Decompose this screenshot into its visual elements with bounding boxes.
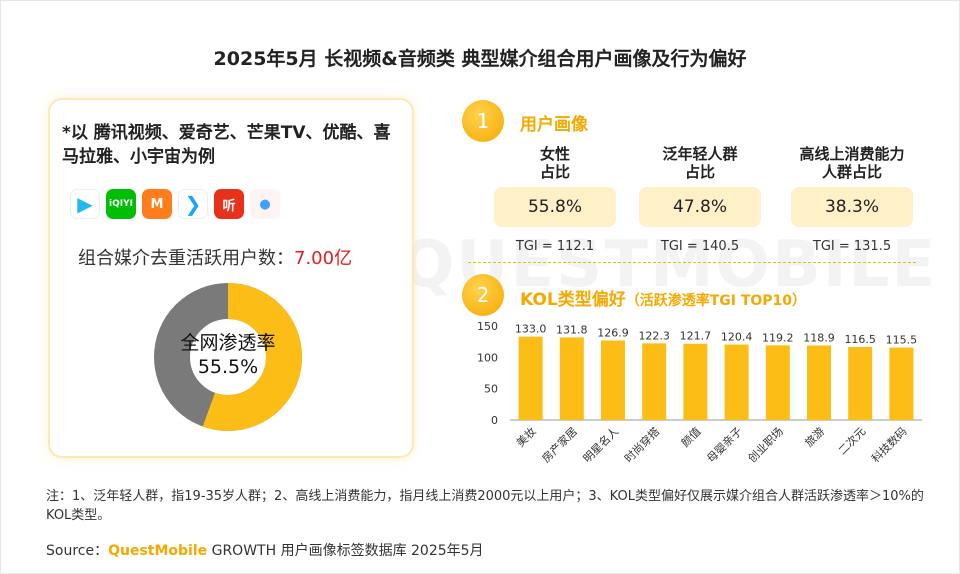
- stat-label: 女性 占比: [539, 145, 570, 181]
- x-tick-label: 美妆: [514, 425, 539, 450]
- active-users-label-text: 组合媒介去重活跃用户数：: [78, 248, 294, 269]
- bar: [724, 344, 749, 420]
- bar-value-label: 122.3: [638, 329, 670, 342]
- bar-value-label: 118.9: [803, 331, 835, 344]
- youku-icon: ❯: [178, 189, 208, 219]
- penetration-value: 55.5%: [197, 356, 259, 378]
- bar: [683, 343, 708, 420]
- x-tick-label: 科技数码: [869, 424, 910, 465]
- bar: [765, 345, 790, 420]
- stat-value: 55.8%: [494, 187, 616, 227]
- bar: [518, 336, 543, 420]
- bar-value-label: 119.2: [762, 331, 794, 344]
- y-tick-label: 150: [477, 320, 498, 333]
- intro-text: *以 腾讯视频、爱奇艺、芒果TV、优酷、喜马拉雅、小宇宙为例: [62, 123, 391, 167]
- bar: [601, 340, 625, 420]
- mango-tv-icon: M: [142, 189, 172, 219]
- bar-value-label: 116.5: [844, 333, 876, 346]
- stat-tgi: TGI = 140.5: [660, 239, 740, 254]
- stat-high-spending: 高线上消费能力 人群占比 38.3% TGI = 131.5: [791, 145, 913, 254]
- y-tick-label: 100: [477, 351, 498, 364]
- section2-title-main: KOL类型偏好: [520, 290, 626, 310]
- iqiyi-icon: iQIYI: [106, 189, 136, 219]
- section2-title-suffix: （活跃渗透率TGI TOP10）: [625, 293, 807, 309]
- donut-penetration-arc: [154, 283, 302, 431]
- ximalaya-icon: 听: [214, 189, 244, 219]
- section2-title: KOL类型偏好（活跃渗透率TGI TOP10）: [520, 285, 806, 310]
- bar: [807, 345, 831, 420]
- bar-value-label: 115.5: [886, 334, 918, 347]
- x-tick-label: 房产家居: [539, 424, 580, 465]
- bar-value-label: 131.8: [556, 323, 588, 336]
- source-suffix: GROWTH 用户画像标签数据库 2025年5月: [207, 543, 484, 559]
- bar-value-label: 121.7: [680, 330, 712, 343]
- y-tick-label: 50: [484, 383, 498, 396]
- penetration-label: 全网渗透率: [180, 332, 276, 354]
- stat-tgi: TGI = 112.1: [515, 239, 595, 254]
- x-tick-label: 二次元: [835, 424, 868, 457]
- x-tick-label: 旅游: [802, 424, 827, 449]
- bar: [642, 343, 667, 420]
- stat-value: 47.8%: [639, 187, 761, 227]
- bar-value-label: 126.9: [597, 326, 629, 339]
- section-divider: [468, 262, 916, 263]
- bar-value-label: 120.4: [721, 331, 753, 344]
- x-tick-label: 母婴亲子: [704, 424, 745, 465]
- footnote: 注：1、泛年轻人群，指19-35岁人群；2、高线上消费能力，指月线上消费2000…: [46, 489, 924, 523]
- bar: [559, 337, 584, 420]
- xiaoyuzhou-icon: ●: [250, 189, 280, 219]
- tencent-video-icon: ▶: [70, 189, 100, 219]
- section1-title: 用户画像: [520, 115, 588, 135]
- penetration-donut: [154, 283, 302, 431]
- bar: [889, 347, 914, 420]
- donut-center-text: 全网渗透率 55.5%: [152, 331, 304, 379]
- stat-young: 泛年轻人群 占比 47.8% TGI = 140.5: [639, 145, 761, 254]
- section1-number-badge: 1: [462, 100, 504, 142]
- x-tick-label: 时尚穿搭: [621, 424, 662, 465]
- x-tick-label: 创业职场: [745, 424, 786, 465]
- section2-number-badge: 2: [462, 274, 504, 316]
- bar-value-label: 133.0: [515, 323, 547, 336]
- stat-value: 38.3%: [791, 187, 913, 227]
- source-brand: QuestMobile: [108, 543, 208, 559]
- stat-label: 泛年轻人群 占比: [662, 145, 738, 181]
- active-users-label: 组合媒介去重活跃用户数：7.00亿: [78, 244, 352, 270]
- bar: [848, 346, 873, 420]
- stat-female: 女性 占比 55.8% TGI = 112.1: [494, 145, 616, 254]
- active-users-value: 7.00亿: [294, 248, 353, 269]
- page-title: 2025年5月 长视频&音频类 典型媒介组合用户画像及行为偏好: [213, 48, 747, 70]
- x-tick-label: 明星名人: [580, 424, 621, 465]
- stat-tgi: TGI = 131.5: [812, 239, 892, 254]
- stat-label: 高线上消费能力 人群占比: [799, 145, 905, 181]
- kol-bar-chart: 150 100 50 0 133.0 美妆 131.8 房产家居 126.9 明星名人 122.3 时…: [477, 320, 922, 465]
- y-tick-label: 0: [491, 414, 498, 427]
- source-prefix: Source：: [46, 543, 109, 559]
- x-tick-label: 颜值: [679, 425, 704, 450]
- source-line: Source：QuestMobile GROWTH 用户画像标签数据库 2025…: [46, 540, 484, 560]
